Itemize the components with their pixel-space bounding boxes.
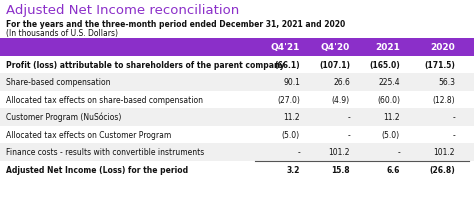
Text: (107.1): (107.1) bbox=[319, 60, 350, 69]
Text: (165.0): (165.0) bbox=[369, 60, 400, 69]
Text: (In thousands of U.S. Dollars): (In thousands of U.S. Dollars) bbox=[6, 29, 118, 38]
Bar bbox=[0, 56, 474, 74]
Text: (26.8): (26.8) bbox=[429, 165, 455, 174]
Text: (4.9): (4.9) bbox=[332, 95, 350, 104]
Text: (5.0): (5.0) bbox=[382, 130, 400, 139]
Text: Adjusted Net Income (Loss) for the period: Adjusted Net Income (Loss) for the perio… bbox=[6, 165, 188, 174]
Text: (60.0): (60.0) bbox=[377, 95, 400, 104]
Text: Profit (loss) attributable to shareholders of the parent company: Profit (loss) attributable to shareholde… bbox=[6, 60, 284, 69]
Text: 101.2: 101.2 bbox=[328, 148, 350, 156]
Text: -: - bbox=[452, 113, 455, 122]
Text: 15.8: 15.8 bbox=[331, 165, 350, 174]
Text: -: - bbox=[347, 130, 350, 139]
Bar bbox=[0, 91, 474, 108]
Bar bbox=[0, 74, 474, 91]
Bar bbox=[0, 39, 474, 56]
Text: -: - bbox=[452, 130, 455, 139]
Text: Adjusted Net Income reconciliation: Adjusted Net Income reconciliation bbox=[6, 4, 239, 17]
Bar bbox=[0, 143, 474, 161]
Text: 11.2: 11.2 bbox=[283, 113, 300, 122]
Text: Q4'20: Q4'20 bbox=[321, 43, 350, 52]
Text: (171.5): (171.5) bbox=[424, 60, 455, 69]
Bar bbox=[0, 108, 474, 126]
Bar bbox=[0, 126, 474, 143]
Text: Allocated tax effects on share-based compensation: Allocated tax effects on share-based com… bbox=[6, 95, 203, 104]
Text: 2020: 2020 bbox=[430, 43, 455, 52]
Text: 26.6: 26.6 bbox=[333, 78, 350, 87]
Text: (5.0): (5.0) bbox=[282, 130, 300, 139]
Text: (12.8): (12.8) bbox=[432, 95, 455, 104]
Text: (66.1): (66.1) bbox=[274, 60, 300, 69]
Text: Q4'21: Q4'21 bbox=[271, 43, 300, 52]
Text: 90.1: 90.1 bbox=[283, 78, 300, 87]
Text: Finance costs - results with convertible instruments: Finance costs - results with convertible… bbox=[6, 148, 204, 156]
Bar bbox=[0, 161, 474, 178]
Text: Customer Program (NuSócios): Customer Program (NuSócios) bbox=[6, 112, 121, 122]
Text: 225.4: 225.4 bbox=[378, 78, 400, 87]
Text: 3.2: 3.2 bbox=[287, 165, 300, 174]
Text: Share-based compensation: Share-based compensation bbox=[6, 78, 110, 87]
Text: For the years and the three-month period ended December 31, 2021 and 2020: For the years and the three-month period… bbox=[6, 20, 345, 29]
Text: -: - bbox=[297, 148, 300, 156]
Text: 56.3: 56.3 bbox=[438, 78, 455, 87]
Text: 2021: 2021 bbox=[375, 43, 400, 52]
Text: 6.6: 6.6 bbox=[387, 165, 400, 174]
Text: 101.2: 101.2 bbox=[434, 148, 455, 156]
Text: Allocated tax effects on Customer Program: Allocated tax effects on Customer Progra… bbox=[6, 130, 171, 139]
Text: 11.2: 11.2 bbox=[383, 113, 400, 122]
Text: -: - bbox=[347, 113, 350, 122]
Text: -: - bbox=[397, 148, 400, 156]
Text: (27.0): (27.0) bbox=[277, 95, 300, 104]
